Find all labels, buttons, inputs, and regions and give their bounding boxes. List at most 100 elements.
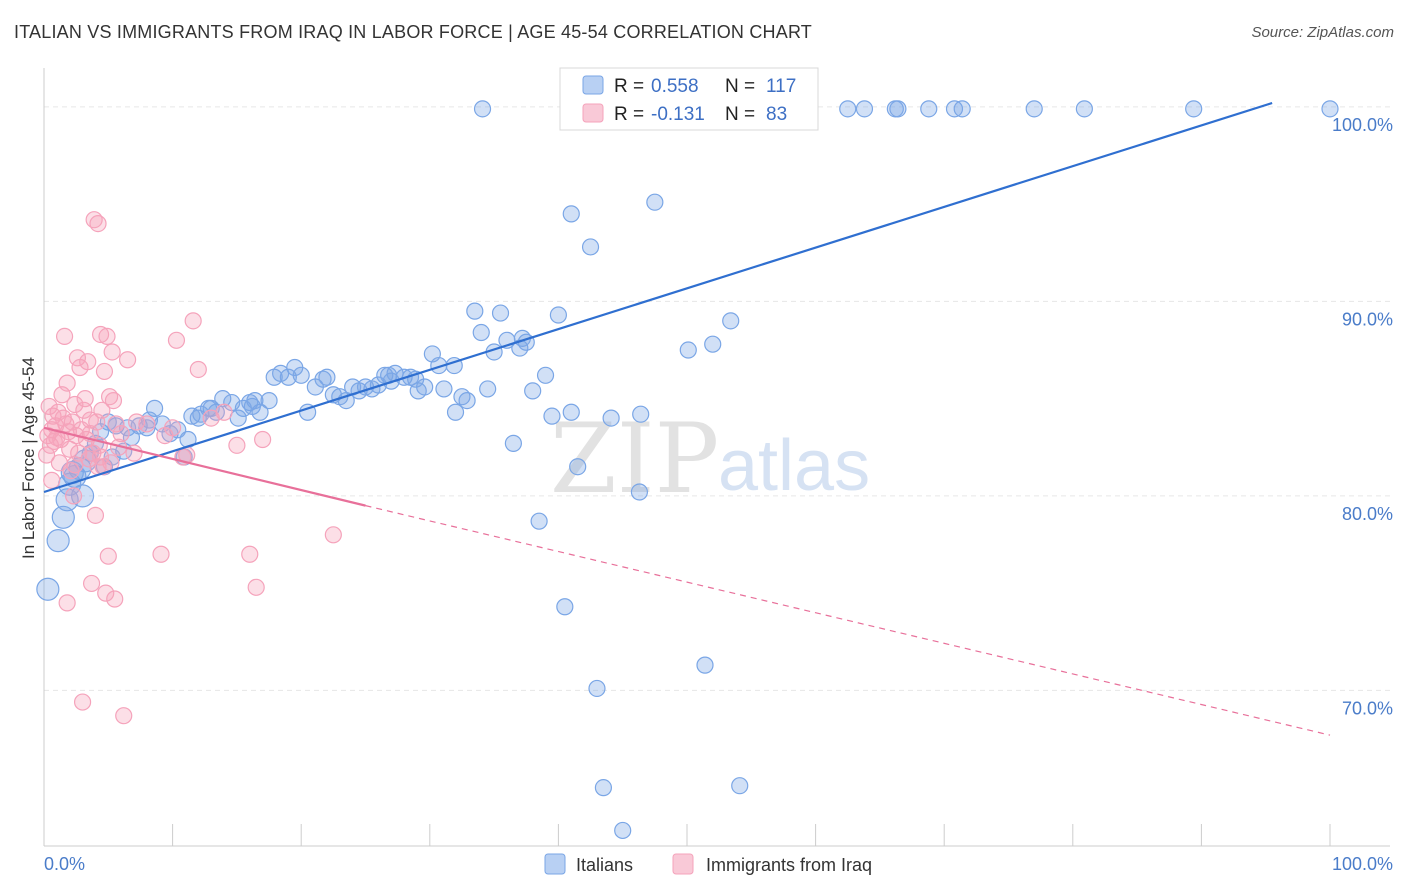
italians-point-82 xyxy=(588,679,606,698)
iraq-point-40 xyxy=(89,215,107,233)
italians-n-label: N = xyxy=(725,76,755,97)
iraq-point-35 xyxy=(82,574,101,593)
iraq-point-16 xyxy=(58,374,76,392)
iraq-point-30 xyxy=(76,390,94,408)
iraq-point-42 xyxy=(91,325,110,344)
italians-point-65 xyxy=(472,323,490,342)
y-tick-label-3: 70.0% xyxy=(1342,698,1393,718)
iraq-legend-label: Immigrants from Iraq xyxy=(706,855,872,875)
iraq-point-57 xyxy=(115,707,133,725)
italians-point-88 xyxy=(646,193,664,211)
italians-point-104 xyxy=(1075,100,1093,118)
italians-legend-label: Italians xyxy=(576,855,633,875)
italians-point-81 xyxy=(581,238,600,256)
italians-point-91 xyxy=(704,335,722,353)
iraq-point-78 xyxy=(43,471,61,489)
italians-point-90 xyxy=(696,656,714,674)
italians-point-68 xyxy=(491,304,510,322)
italians-point-42 xyxy=(318,368,336,386)
italians-point-103 xyxy=(1025,100,1043,118)
iraq-point-56 xyxy=(112,425,130,443)
italians-point-87 xyxy=(632,405,650,423)
source-label: Source: ZipAtlas.com xyxy=(1251,24,1394,41)
italians-point-71 xyxy=(511,339,529,357)
iraq-point-45 xyxy=(95,362,114,381)
x-tick-labels: 0.0% 100.0% xyxy=(44,854,1393,874)
italians-point-0 xyxy=(36,577,60,601)
iraq-point-43 xyxy=(93,401,111,419)
iraq-point-51 xyxy=(103,343,121,361)
iraq-point-38 xyxy=(86,506,105,524)
italians-point-101 xyxy=(920,100,938,118)
italians-point-36 xyxy=(279,368,297,386)
iraq-n-value: 83 xyxy=(766,104,787,125)
iraq-n-label: N = xyxy=(725,104,755,125)
italians-point-64 xyxy=(466,302,484,320)
iraq-point-79 xyxy=(66,456,84,474)
watermark: ZIP atlas xyxy=(550,403,870,515)
italians-point-111 xyxy=(945,100,964,118)
italians-point-98 xyxy=(839,100,857,118)
trendlines xyxy=(43,101,1331,736)
iraq-point-61 xyxy=(138,415,156,433)
series-legend: Italians Immigrants from Iraq xyxy=(544,853,872,875)
italians-point-26 xyxy=(214,390,232,408)
italians-point-93 xyxy=(731,777,749,795)
y-tick-label-0: 100.0% xyxy=(1332,115,1393,135)
italians-point-92 xyxy=(722,312,740,330)
italians-point-106 xyxy=(1321,100,1339,118)
iraq-point-54 xyxy=(107,415,125,433)
x-tick-label-0: 0.0% xyxy=(44,854,85,874)
italians-point-107 xyxy=(473,100,492,118)
italians-point-85 xyxy=(614,821,632,840)
iraq-point-64 xyxy=(164,419,182,437)
iraq-point-32 xyxy=(79,353,97,371)
italians-point-86 xyxy=(630,483,649,501)
iraq-point-44 xyxy=(94,458,112,476)
iraq-bottom-swatch xyxy=(672,853,694,875)
iraq-point-62 xyxy=(152,545,170,563)
italians-point-70 xyxy=(504,434,522,452)
iraq-point-47 xyxy=(98,327,116,346)
italians-point-1 xyxy=(46,529,70,553)
iraq-point-34 xyxy=(81,411,99,429)
iraq-r-label: R = xyxy=(614,104,644,125)
italians-point-66 xyxy=(479,380,497,398)
iraq-point-53 xyxy=(106,590,124,608)
italians-point-110 xyxy=(886,100,904,118)
y-tick-label-1: 90.0% xyxy=(1342,309,1393,329)
iraq-point-24 xyxy=(68,349,87,367)
italians-point-79 xyxy=(562,205,580,223)
iraq-point-14 xyxy=(55,327,74,346)
italians-point-117 xyxy=(189,409,207,427)
italians-point-73 xyxy=(524,382,542,400)
italians-bottom-swatch xyxy=(544,853,566,875)
italians-point-84 xyxy=(602,409,620,427)
italians-point-63 xyxy=(458,391,476,410)
iraq-point-2 xyxy=(40,397,58,416)
italians-point-74 xyxy=(530,512,548,530)
iraq-point-48 xyxy=(99,547,117,565)
iraq-point-71 xyxy=(254,430,272,449)
iraq-point-58 xyxy=(118,351,137,369)
iraq-point-60 xyxy=(127,413,146,431)
iraq-point-67 xyxy=(215,403,233,421)
iraq-point-46 xyxy=(97,584,115,602)
iraq-point-81 xyxy=(91,448,110,466)
italians-point-80 xyxy=(569,458,587,476)
iraq-point-74 xyxy=(184,312,202,330)
iraq-point-52 xyxy=(104,391,123,410)
italians-point-118 xyxy=(243,397,261,416)
italians-point-60 xyxy=(435,380,453,398)
italians-point-124 xyxy=(562,403,580,421)
iraq-point-77 xyxy=(58,594,76,612)
italians-point-112 xyxy=(446,403,465,421)
watermark-atlas: atlas xyxy=(718,426,870,506)
iraq-point-69 xyxy=(241,545,259,563)
iraq-point-21 xyxy=(64,487,83,505)
italians-r-value: 0.558 xyxy=(651,76,699,97)
iraq-point-0 xyxy=(37,446,56,464)
italians-point-78 xyxy=(556,598,574,616)
iraq-point-72 xyxy=(324,526,342,544)
